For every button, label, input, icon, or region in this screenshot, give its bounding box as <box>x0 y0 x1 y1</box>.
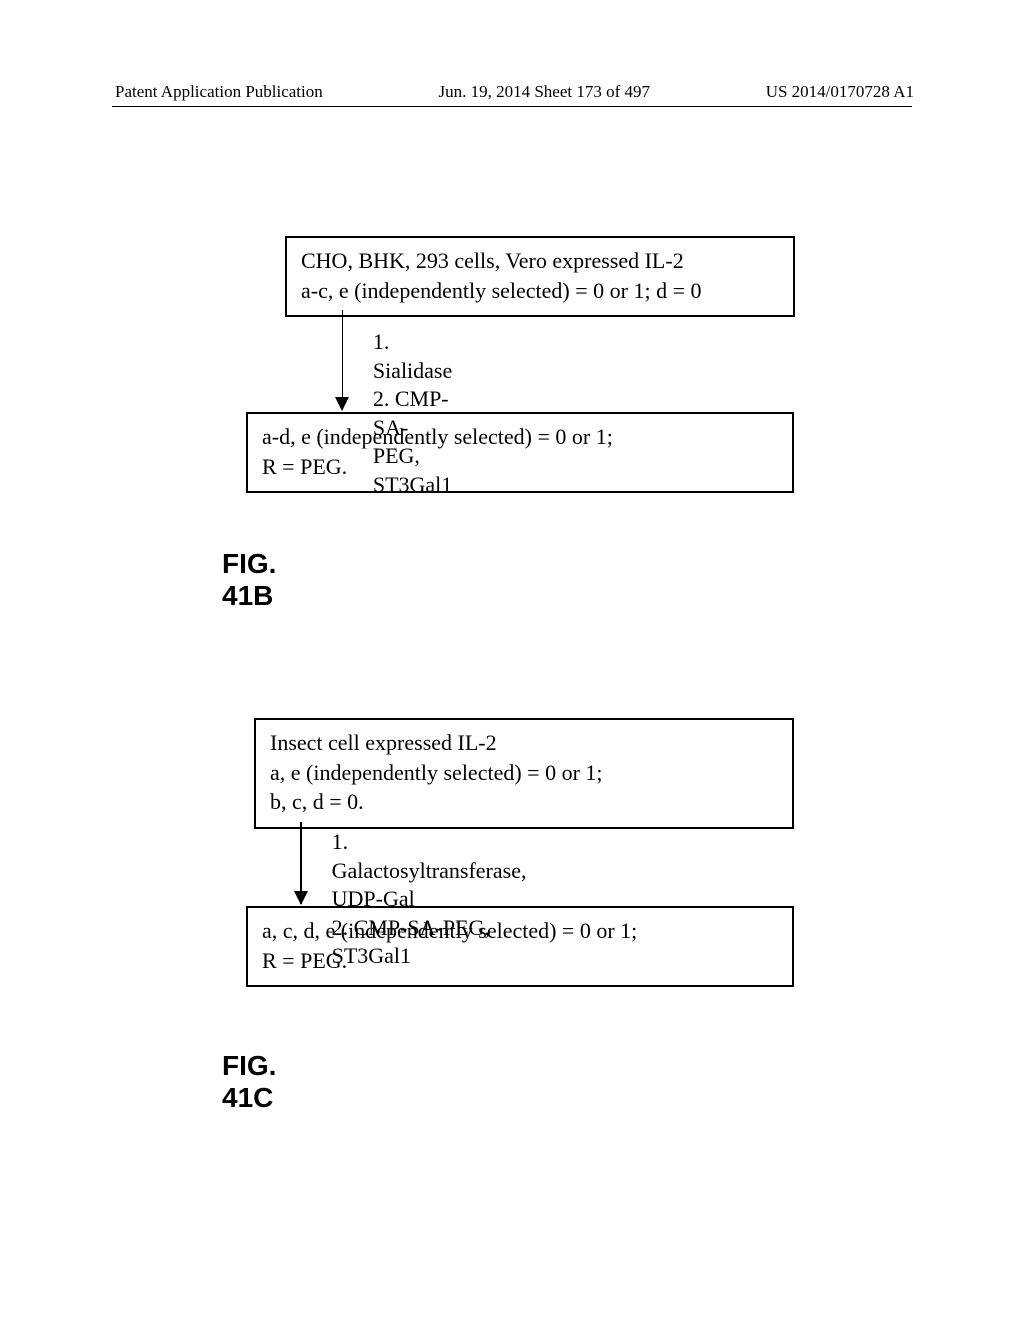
fig41b-box-start: CHO, BHK, 293 cells, Vero expressed IL-2… <box>285 236 795 317</box>
fig41c-box-start: Insect cell expressed IL-2 a, e (indepen… <box>254 718 794 829</box>
fig41b-box2-line1: a-d, e (independently selected) = 0 or 1… <box>262 422 778 452</box>
figure-label-41b: FIG. 41B <box>222 548 276 612</box>
fig41b-box2-line2: R = PEG. <box>262 452 778 482</box>
fig41c-box-end: a, c, d, e (independently selected) = 0 … <box>246 906 794 987</box>
header-date-sheet: Jun. 19, 2014 Sheet 173 of 497 <box>438 82 650 102</box>
fig41c-box1-line3: b, c, d = 0. <box>270 787 778 817</box>
fig41c-box2-line1: a, c, d, e (independently selected) = 0 … <box>262 916 778 946</box>
fig41c-box1-line2: a, e (independently selected) = 0 or 1; <box>270 758 778 788</box>
page-header: Patent Application Publication Jun. 19, … <box>0 82 1024 102</box>
fig41b-arrow-line <box>342 310 343 410</box>
fig41c-step1: 1. Galactosyltransferase, UDP-Gal <box>332 828 528 914</box>
fig41c-arrow-line <box>300 822 302 904</box>
fig41b-box1-line1: CHO, BHK, 293 cells, Vero expressed IL-2 <box>301 246 779 276</box>
header-publication-type: Patent Application Publication <box>115 82 323 102</box>
fig41b-box-end: a-d, e (independently selected) = 0 or 1… <box>246 412 794 493</box>
fig41c-box2-line2: R = PEG. <box>262 946 778 976</box>
header-patent-number: US 2014/0170728 A1 <box>766 82 914 102</box>
arrow-head-icon <box>294 891 308 905</box>
fig41b-step1: 1. Sialidase <box>373 328 454 385</box>
arrow-head-icon <box>335 397 349 411</box>
header-rule <box>112 106 912 107</box>
fig41b-box1-line2: a-c, e (independently selected) = 0 or 1… <box>301 276 779 306</box>
fig41c-box1-line1: Insect cell expressed IL-2 <box>270 728 778 758</box>
figure-label-41c: FIG. 41C <box>222 1050 276 1114</box>
